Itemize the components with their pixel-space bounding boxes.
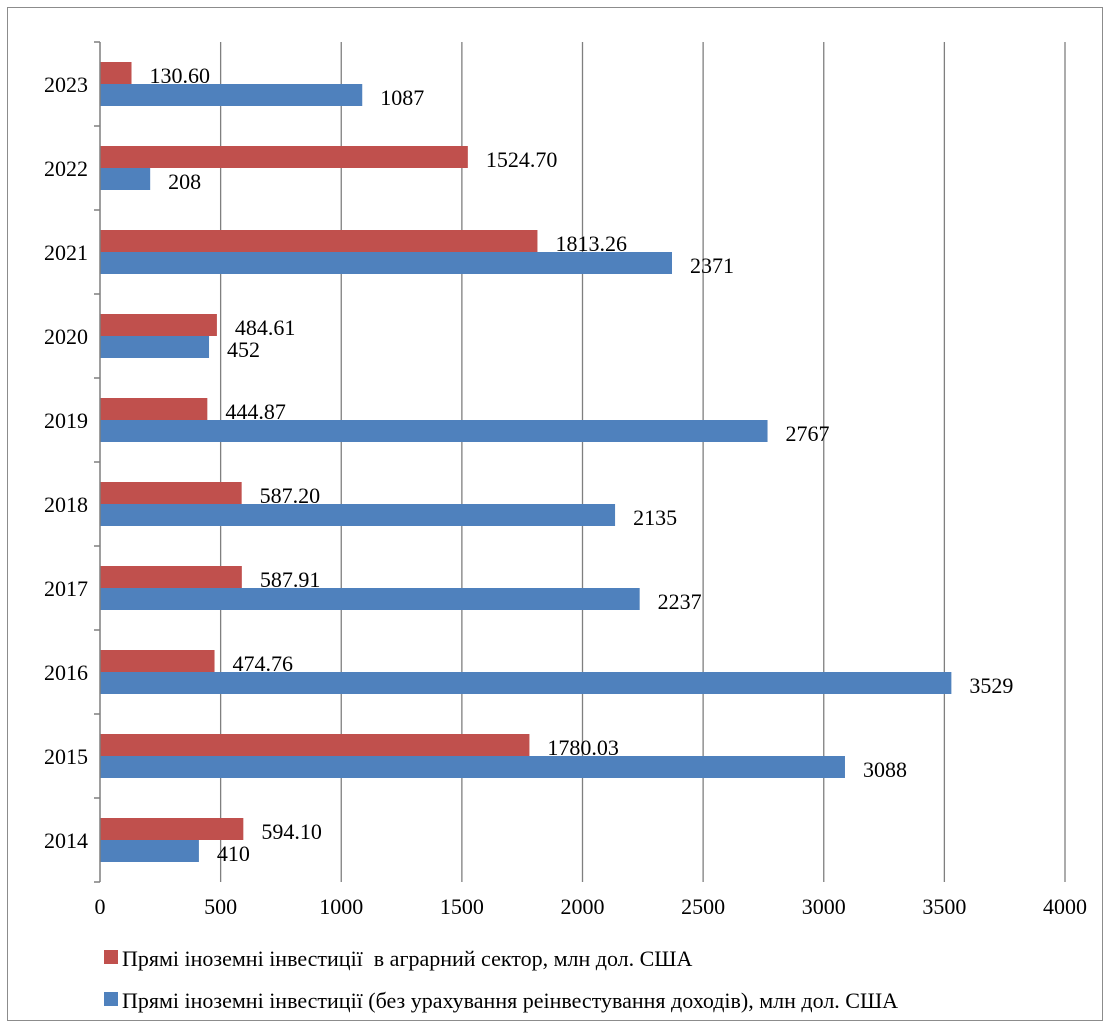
data-label-agrarian-2023: 130.60	[150, 63, 211, 88]
bar-total-2023	[100, 84, 363, 106]
bar-total-2015	[100, 756, 845, 778]
category-label-2019: 2019	[44, 408, 88, 433]
data-label-agrarian-2021: 1813.26	[555, 231, 627, 256]
data-label-agrarian-2018: 587.20	[260, 483, 321, 508]
x-tick-label-3000: 3000	[802, 894, 846, 919]
x-tick-label-500: 500	[204, 894, 237, 919]
bar-agrarian-2019	[100, 398, 208, 420]
data-label-total-2019: 2767	[786, 421, 830, 446]
data-label-agrarian-2015: 1780.03	[547, 735, 619, 760]
legend-label-total: Прямі іноземні інвестиції (без урахуванн…	[122, 988, 898, 1013]
bar-total-2018	[100, 504, 616, 526]
data-label-total-2020: 452	[227, 337, 260, 362]
category-label-2022: 2022	[44, 156, 88, 181]
labels: 0 500 1000 1500 2000 2500 3000 3500 4000 2014 594.…	[44, 63, 1087, 919]
x-tick-label-1000: 1000	[319, 894, 363, 919]
data-label-agrarian-2022: 1524.70	[486, 147, 558, 172]
category-label-2016: 2016	[44, 660, 88, 685]
x-tick-label-2500: 2500	[681, 894, 725, 919]
bar-agrarian-2022	[100, 146, 468, 168]
x-tick-label-2000: 2000	[561, 894, 605, 919]
legend: Прямі іноземні інвестиції в аграрний сек…	[104, 946, 898, 1013]
x-tick-label-4000: 4000	[1043, 894, 1087, 919]
bar-agrarian-2016	[100, 650, 215, 672]
bar-total-2020	[100, 336, 210, 358]
data-label-agrarian-2016: 474.76	[233, 651, 293, 676]
category-label-2023: 2023	[44, 72, 88, 97]
legend-label-agrarian: Прямі іноземні інвестиції в аграрний сек…	[122, 946, 693, 971]
axes	[94, 41, 101, 883]
data-label-total-2023: 1087	[380, 85, 424, 110]
data-label-agrarian-2014: 594.10	[261, 819, 322, 844]
bar-total-2016	[100, 672, 952, 694]
bar-total-2021	[100, 252, 673, 274]
bar-total-2022	[100, 168, 151, 190]
bars	[100, 62, 952, 862]
x-tick-label-1500: 1500	[440, 894, 484, 919]
category-label-2021: 2021	[44, 240, 88, 265]
legend-swatch-total	[104, 992, 118, 1006]
bar-agrarian-2014	[100, 818, 244, 840]
data-label-total-2014: 410	[217, 841, 250, 866]
category-label-2017: 2017	[44, 576, 88, 601]
data-label-agrarian-2019: 444.87	[225, 399, 286, 424]
bar-agrarian-2021	[100, 230, 538, 252]
legend-swatch-agrarian	[104, 950, 118, 964]
data-label-total-2015: 3088	[863, 757, 907, 782]
bar-total-2017	[100, 588, 640, 610]
data-label-total-2016: 3529	[969, 673, 1013, 698]
bar-total-2014	[100, 840, 199, 862]
data-label-total-2021: 2371	[690, 253, 734, 278]
bar-agrarian-2020	[100, 314, 217, 336]
x-tick-label-3500: 3500	[922, 894, 966, 919]
x-tick-label-0: 0	[95, 894, 106, 919]
data-label-agrarian-2020: 484.61	[235, 315, 296, 340]
data-label-agrarian-2017: 587.91	[260, 567, 321, 592]
bar-agrarian-2023	[100, 62, 132, 84]
category-label-2018: 2018	[44, 492, 88, 517]
data-label-total-2017: 2237	[658, 589, 702, 614]
data-label-total-2022: 208	[168, 169, 201, 194]
category-label-2015: 2015	[44, 744, 88, 769]
category-label-2020: 2020	[44, 324, 88, 349]
bar-total-2019	[100, 420, 768, 442]
bar-agrarian-2015	[100, 734, 530, 756]
data-label-total-2018: 2135	[633, 505, 677, 530]
bar-agrarian-2018	[100, 482, 242, 504]
bar-agrarian-2017	[100, 566, 242, 588]
category-label-2014: 2014	[44, 828, 88, 853]
